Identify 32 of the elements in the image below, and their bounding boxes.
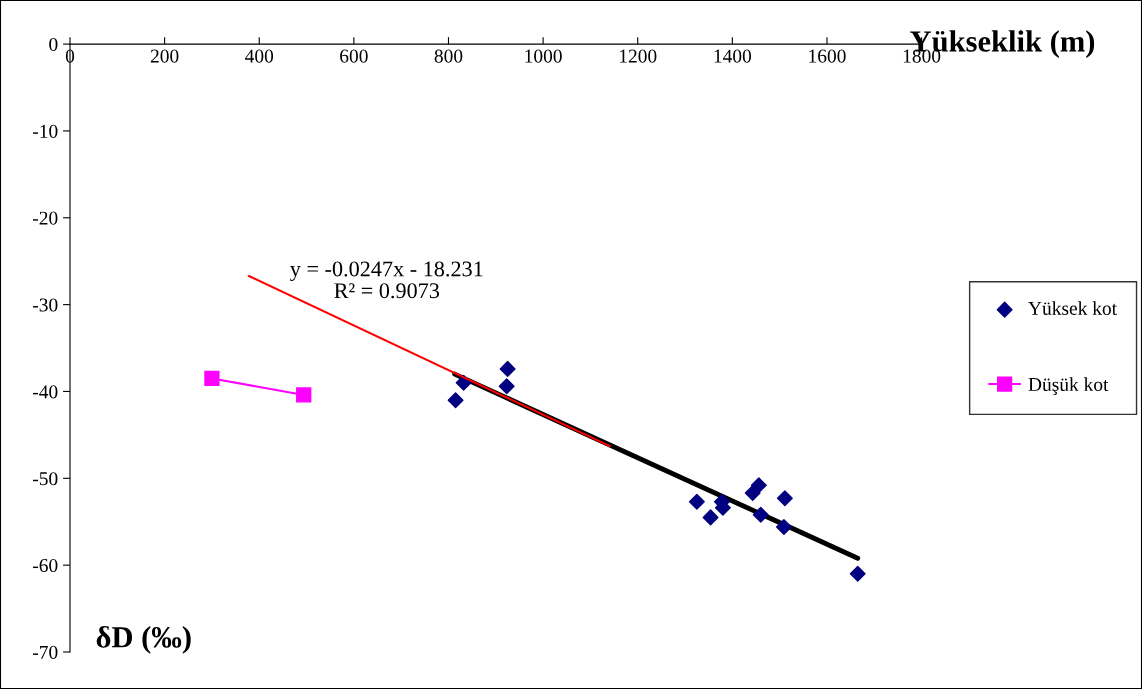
- y-tick-label: -70: [33, 645, 58, 659]
- annotation: y = -0.0247x - 18.231 R² = 0.9073: [290, 261, 483, 299]
- legend-label: Düşük kot: [1028, 377, 1109, 395]
- y-tick-label: -40: [33, 385, 58, 399]
- y-axis-title: δD (‰): [96, 625, 191, 654]
- point: [752, 506, 769, 523]
- y-tick-label: -30: [33, 298, 58, 312]
- x-tick-label: 600: [340, 49, 368, 63]
- y-tick-label: -20: [33, 211, 58, 225]
- point: [688, 493, 705, 510]
- point: [296, 387, 312, 403]
- x-tick-label: 400: [245, 49, 274, 63]
- point: [776, 490, 793, 507]
- x-tick-label: 200: [150, 49, 179, 63]
- point: [204, 370, 220, 387]
- x-tick-label: 1600: [809, 49, 846, 63]
- x-tick-label: 1000: [525, 49, 562, 63]
- point: [498, 378, 515, 395]
- y-tick-label: -10: [33, 124, 58, 138]
- point: [750, 477, 767, 494]
- x-tick-label: 800: [434, 49, 463, 63]
- point: [499, 360, 516, 377]
- y-tick-label: -60: [33, 558, 58, 573]
- point: [775, 518, 792, 535]
- x-tick-label: 1200: [620, 49, 657, 63]
- y-tick-label: -50: [33, 472, 58, 486]
- y-tick-label: 0: [49, 37, 58, 52]
- point: [849, 565, 866, 582]
- x-tick-label: 1400: [714, 49, 752, 63]
- point: [447, 392, 464, 409]
- legend-label: Yüksek kot: [1028, 301, 1117, 315]
- point: [702, 509, 719, 526]
